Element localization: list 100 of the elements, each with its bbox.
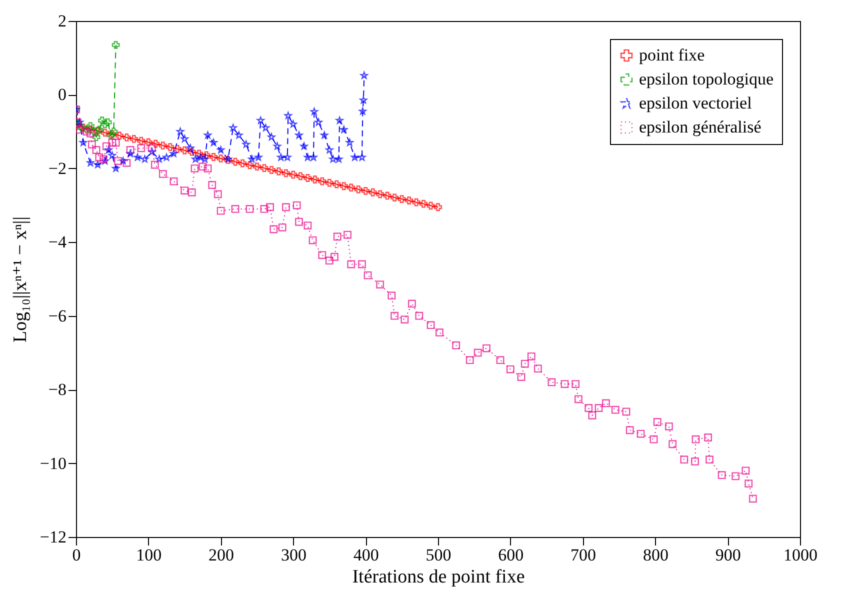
point bbox=[134, 153, 142, 161]
point bbox=[426, 202, 435, 210]
point bbox=[383, 192, 392, 200]
y-tick-label: −10 bbox=[40, 454, 66, 473]
point bbox=[98, 116, 106, 124]
y-tick-label: −6 bbox=[48, 306, 66, 326]
point bbox=[79, 138, 88, 146]
point bbox=[101, 128, 109, 137]
point bbox=[166, 143, 174, 152]
legend-label: epsilon vectoriel bbox=[639, 94, 752, 112]
point bbox=[202, 151, 210, 160]
point bbox=[152, 140, 160, 148]
point bbox=[289, 170, 298, 179]
y-tick-label: 2 bbox=[58, 12, 66, 30]
point bbox=[130, 134, 138, 143]
point bbox=[260, 164, 268, 172]
point bbox=[176, 128, 184, 135]
y-axis-title: Log₁₀||xⁿ⁺¹ − xⁿ|| bbox=[10, 216, 31, 342]
point bbox=[358, 153, 366, 161]
point bbox=[318, 177, 326, 186]
point bbox=[126, 150, 134, 157]
point bbox=[314, 118, 322, 126]
legend-label: point fixe bbox=[639, 46, 705, 64]
point bbox=[310, 153, 318, 161]
point bbox=[310, 176, 319, 184]
point bbox=[368, 188, 377, 196]
point bbox=[140, 155, 149, 163]
point bbox=[289, 120, 297, 128]
point bbox=[192, 155, 200, 163]
point bbox=[162, 153, 170, 161]
point bbox=[256, 116, 264, 124]
point bbox=[268, 166, 276, 174]
point bbox=[268, 133, 276, 140]
x-tick-label: 200 bbox=[208, 546, 234, 564]
x-tick-label: 700 bbox=[570, 546, 596, 564]
y-tick-label: 0 bbox=[58, 85, 66, 104]
x-tick-label: 400 bbox=[353, 546, 379, 564]
point bbox=[112, 41, 120, 49]
point bbox=[231, 158, 240, 166]
point bbox=[86, 122, 94, 130]
point bbox=[201, 155, 209, 163]
point bbox=[210, 153, 218, 161]
point bbox=[122, 134, 131, 142]
point bbox=[137, 136, 146, 145]
point bbox=[180, 134, 188, 142]
point bbox=[332, 180, 341, 188]
x-tick-label: 900 bbox=[715, 546, 741, 564]
point bbox=[335, 155, 343, 163]
point bbox=[204, 131, 212, 139]
point bbox=[115, 132, 124, 140]
point bbox=[284, 112, 292, 120]
y-tick-label: −2 bbox=[48, 158, 66, 178]
point bbox=[376, 190, 384, 198]
point bbox=[148, 148, 156, 156]
point bbox=[296, 172, 304, 180]
y-tick-label: −8 bbox=[48, 380, 66, 400]
point bbox=[235, 131, 243, 139]
point bbox=[358, 107, 366, 115]
point bbox=[360, 96, 368, 104]
point bbox=[217, 146, 225, 154]
point bbox=[210, 138, 218, 146]
point bbox=[188, 148, 196, 156]
point bbox=[347, 184, 356, 192]
point bbox=[277, 153, 285, 161]
point bbox=[412, 198, 420, 206]
point bbox=[195, 150, 204, 158]
point bbox=[434, 203, 442, 212]
y-tick-label: −4 bbox=[48, 232, 67, 252]
point bbox=[92, 133, 100, 142]
point bbox=[340, 182, 348, 190]
point bbox=[284, 153, 292, 161]
point bbox=[104, 146, 112, 154]
point bbox=[170, 150, 178, 157]
point bbox=[310, 108, 318, 115]
x-tick-label: 600 bbox=[498, 546, 524, 564]
x-tick-label: 300 bbox=[280, 546, 306, 564]
point bbox=[304, 153, 312, 161]
point bbox=[238, 159, 246, 168]
point bbox=[144, 138, 152, 146]
point bbox=[86, 125, 94, 134]
y-tick-label: −12 bbox=[40, 528, 66, 546]
point bbox=[350, 153, 359, 161]
point bbox=[173, 144, 182, 153]
point bbox=[253, 162, 261, 171]
point bbox=[405, 196, 413, 204]
point bbox=[155, 155, 164, 163]
point bbox=[112, 164, 120, 172]
point bbox=[336, 116, 344, 124]
point bbox=[329, 155, 337, 163]
point bbox=[304, 174, 312, 182]
point bbox=[108, 152, 116, 159]
point bbox=[216, 154, 225, 162]
point bbox=[180, 146, 189, 154]
point bbox=[262, 124, 270, 132]
point bbox=[326, 146, 334, 154]
point bbox=[362, 186, 370, 195]
point bbox=[104, 118, 112, 126]
point bbox=[360, 72, 368, 79]
point bbox=[398, 195, 406, 203]
point bbox=[229, 124, 237, 132]
